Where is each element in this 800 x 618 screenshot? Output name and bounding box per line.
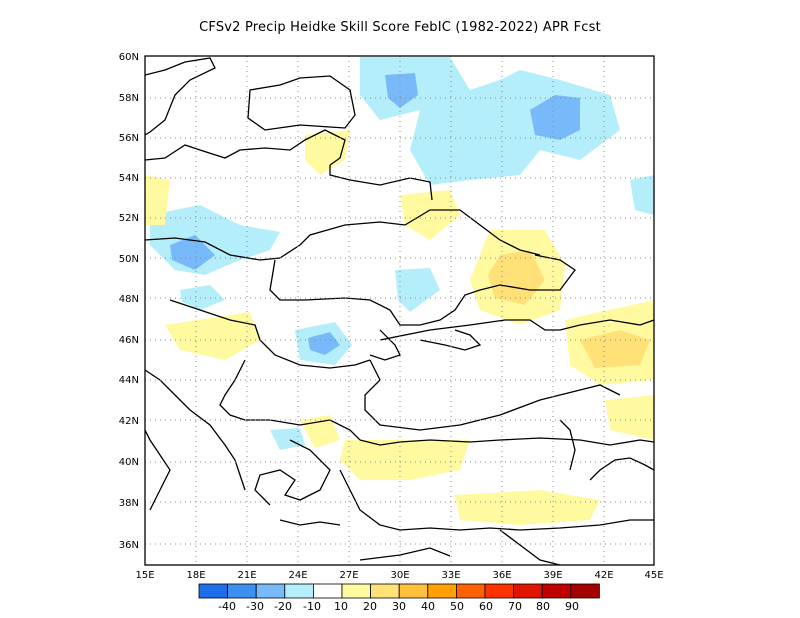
- neg-area-central-dark: [170, 235, 215, 270]
- colorbar-labels: -40 -30 -20 -10 10 20 30 40 50 60 70 80 …: [218, 600, 579, 613]
- lat-tick: 44N: [119, 375, 139, 386]
- neg-area-central-europe: [150, 205, 280, 275]
- colorbar-swatch: [284, 583, 314, 599]
- colorbar-swatch: [455, 583, 486, 599]
- lat-tick: 40N: [119, 457, 139, 468]
- colorbar-label: 30: [392, 600, 406, 613]
- lon-tick: 30E: [390, 570, 409, 581]
- lat-tick: 42N: [119, 416, 139, 427]
- coastlines: [145, 57, 654, 565]
- neg-area-east-edge: [630, 175, 654, 215]
- colorbar-swatch: [398, 583, 429, 599]
- neg-area-baltic-north: [360, 57, 620, 185]
- colorbar-swatch: [570, 583, 600, 599]
- colorbar-label: -10: [303, 600, 321, 613]
- colorbar-swatches: [198, 583, 600, 599]
- lon-tick: 33E: [441, 570, 460, 581]
- latitude-labels: 60N 58N 56N 54N 52N 50N 48N 46N 44N 42N …: [119, 52, 139, 551]
- lon-tick: 39E: [543, 570, 562, 581]
- colorbar-swatch: [198, 583, 229, 599]
- pos-area-turkey-west: [340, 440, 470, 480]
- colorbar-label: 40: [421, 600, 435, 613]
- colorbar-swatch: [341, 583, 372, 599]
- colorbar-swatch: [484, 583, 515, 599]
- colorbar-label: 90: [565, 600, 579, 613]
- colorbar-swatch: [513, 583, 543, 599]
- pos-area-belarus: [400, 190, 460, 240]
- colorbar-label: 20: [363, 600, 377, 613]
- lat-tick: 54N: [119, 173, 139, 184]
- lat-tick: 60N: [119, 52, 139, 63]
- pos-area-sweden: [305, 130, 350, 175]
- colorbar-swatch: [427, 583, 457, 599]
- neg-area-baltic-dark: [385, 73, 418, 108]
- neg-area-balkans: [270, 428, 305, 450]
- lon-tick: 15E: [135, 570, 154, 581]
- lat-tick: 50N: [119, 254, 139, 265]
- colorbar-label: 50: [450, 600, 464, 613]
- pos-area-turkey-south: [455, 490, 600, 525]
- colorbar-swatch: [255, 583, 286, 599]
- lat-tick: 56N: [119, 133, 139, 144]
- pos-area-east-turkey: [605, 395, 654, 440]
- lat-tick: 38N: [119, 498, 139, 509]
- lat-tick: 52N: [119, 213, 139, 224]
- lon-tick: 18E: [186, 570, 205, 581]
- colorbar-swatch: [370, 583, 400, 599]
- pos-area-west: [145, 175, 170, 225]
- colorbar-label: 70: [508, 600, 522, 613]
- colorbar-swatch: [541, 583, 572, 599]
- colorbar-label: 80: [536, 600, 550, 613]
- map-frame: [144, 55, 655, 566]
- colorbar-label: -30: [246, 600, 264, 613]
- longitude-labels: 15E 18E 21E 24E 27E 30E 33E 36E 39E 42E …: [135, 570, 663, 581]
- colorbar: -40 -30 -20 -10 10 20 30 40 50 60 70 80 …: [198, 583, 600, 613]
- colorbar-label: -40: [218, 600, 236, 613]
- colorbar-swatch: [312, 583, 343, 599]
- pos-area-croatia: [165, 312, 260, 360]
- lon-tick: 36E: [492, 570, 511, 581]
- neg-area-ukraine: [395, 268, 440, 312]
- lat-tick: 48N: [119, 294, 139, 305]
- lon-tick: 42E: [594, 570, 613, 581]
- lat-tick: 36N: [119, 540, 139, 551]
- lat-tick: 46N: [119, 335, 139, 346]
- lon-tick: 45E: [644, 570, 663, 581]
- lon-tick: 27E: [339, 570, 358, 581]
- skill-shading: [145, 57, 654, 525]
- colorbar-label: 60: [479, 600, 493, 613]
- lon-tick: 24E: [288, 570, 307, 581]
- neg-area-moscow: [530, 95, 580, 140]
- lat-tick: 58N: [119, 93, 139, 104]
- colorbar-swatch: [227, 583, 257, 599]
- neg-area-hungary: [180, 285, 225, 310]
- lon-tick: 21E: [237, 570, 256, 581]
- pos-area-caucasus-dark: [580, 330, 650, 368]
- colorbar-label: -20: [274, 600, 292, 613]
- neg-area-romania-dark: [308, 332, 340, 355]
- colorbar-label: 10: [334, 600, 348, 613]
- map-title: CFSv2 Precip Heidke Skill Score FebIC (1…: [199, 20, 601, 35]
